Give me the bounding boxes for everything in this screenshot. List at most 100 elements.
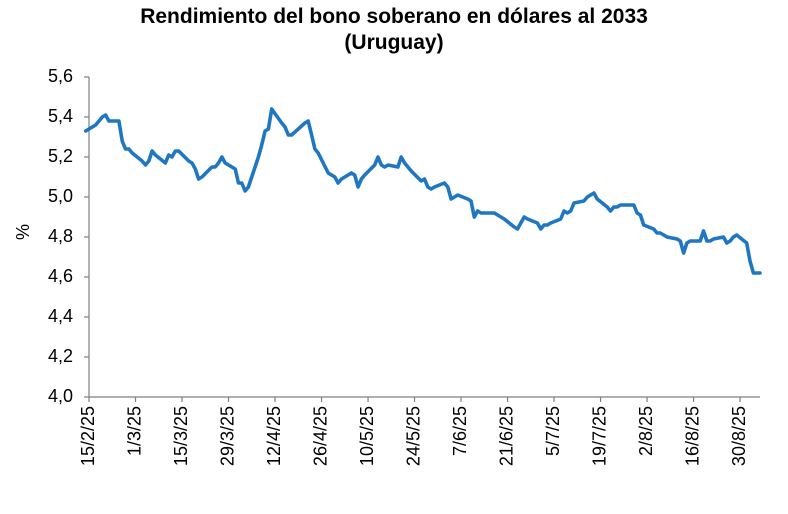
data-point	[642, 223, 645, 227]
data-point	[383, 165, 386, 169]
series-layer	[83, 107, 762, 275]
data-point	[655, 231, 659, 235]
data-point	[489, 211, 493, 215]
y-tick-label: 4,8	[48, 226, 73, 246]
data-point	[589, 193, 592, 197]
data-point	[748, 259, 752, 263]
data-point	[566, 211, 569, 215]
data-point	[549, 221, 552, 225]
y-tick-label: 4,0	[48, 386, 73, 406]
data-point	[200, 175, 204, 179]
data-point	[290, 133, 293, 137]
data-point	[449, 197, 453, 201]
data-point	[732, 235, 735, 239]
data-point	[679, 239, 682, 243]
data-point	[121, 139, 124, 143]
data-point	[639, 213, 642, 217]
data-point	[616, 205, 619, 209]
data-point	[745, 241, 748, 245]
data-point	[466, 197, 469, 201]
data-point	[174, 149, 177, 153]
x-tick-label: 19/7/25	[589, 406, 609, 466]
data-point	[728, 239, 732, 243]
data-point	[596, 197, 599, 201]
data-point	[214, 165, 217, 169]
data-point	[735, 233, 738, 237]
y-axis-label: %	[13, 224, 33, 240]
data-point	[140, 159, 144, 163]
x-tick-label: 16/8/25	[682, 406, 702, 466]
data-point	[569, 209, 572, 213]
data-point	[84, 129, 87, 133]
data-point	[499, 215, 503, 219]
data-point	[473, 215, 476, 219]
data-point	[606, 205, 609, 209]
data-point	[330, 173, 333, 177]
x-tick-label: 2/8/25	[636, 406, 656, 456]
data-point	[423, 177, 426, 181]
x-tick-label: 1/3/25	[124, 406, 144, 456]
y-tick-label: 4,4	[48, 306, 73, 326]
data-point	[117, 119, 121, 123]
data-point	[131, 151, 134, 155]
data-point	[340, 177, 343, 181]
data-point	[612, 205, 615, 209]
data-point	[609, 209, 612, 213]
data-point	[539, 227, 542, 231]
data-point	[217, 161, 220, 165]
data-point	[356, 185, 360, 189]
data-point	[144, 163, 147, 167]
data-point	[360, 177, 363, 181]
x-tick-label: 26/4/25	[310, 406, 330, 466]
data-point	[287, 133, 290, 137]
x-tick-label: 12/4/25	[264, 406, 284, 466]
data-point	[675, 237, 679, 241]
data-point	[582, 199, 586, 203]
y-tick-label: 5,6	[48, 66, 73, 86]
chart-title-line1: Rendimiento del bono soberano en dólares…	[140, 5, 648, 28]
data-point	[702, 229, 705, 233]
data-point	[187, 159, 190, 163]
data-point	[350, 171, 353, 175]
x-tick-label: 15/2/25	[78, 406, 98, 466]
data-point	[516, 227, 519, 231]
data-point	[513, 225, 516, 229]
data-point	[453, 195, 456, 199]
data-point	[353, 173, 356, 177]
data-point	[699, 239, 702, 243]
data-point	[240, 181, 243, 185]
data-point	[493, 211, 496, 215]
data-point	[224, 161, 227, 165]
data-point	[572, 201, 576, 205]
data-point	[536, 221, 539, 225]
data-point	[380, 163, 383, 167]
chart-title: Rendimiento del bono soberano en dólares…	[0, 4, 788, 56]
data-point	[210, 165, 214, 169]
data-point	[406, 165, 410, 169]
data-point	[307, 119, 310, 123]
y-tick-label: 5,0	[48, 186, 73, 206]
data-point	[363, 173, 366, 177]
data-point	[400, 155, 403, 159]
data-point	[523, 215, 526, 219]
data-point	[443, 181, 446, 185]
data-point	[469, 199, 473, 203]
data-point	[257, 155, 260, 159]
data-point	[635, 211, 639, 215]
data-point	[562, 209, 566, 213]
data-point	[629, 203, 632, 207]
data-point	[267, 127, 270, 131]
data-point	[243, 189, 247, 193]
data-point	[709, 239, 712, 243]
data-point	[170, 155, 174, 159]
data-point	[456, 193, 459, 197]
data-point	[190, 161, 194, 165]
data-point	[519, 221, 522, 225]
data-point	[433, 185, 436, 189]
x-tick-label: 5/7/25	[543, 406, 563, 456]
data-point	[705, 239, 709, 243]
data-point	[503, 217, 506, 221]
x-axis: 15/2/25 1/3/25 15/3/25 29/3/25 12/4/25 26/4/2…	[78, 396, 760, 466]
data-point	[429, 187, 433, 191]
data-point	[164, 161, 167, 165]
